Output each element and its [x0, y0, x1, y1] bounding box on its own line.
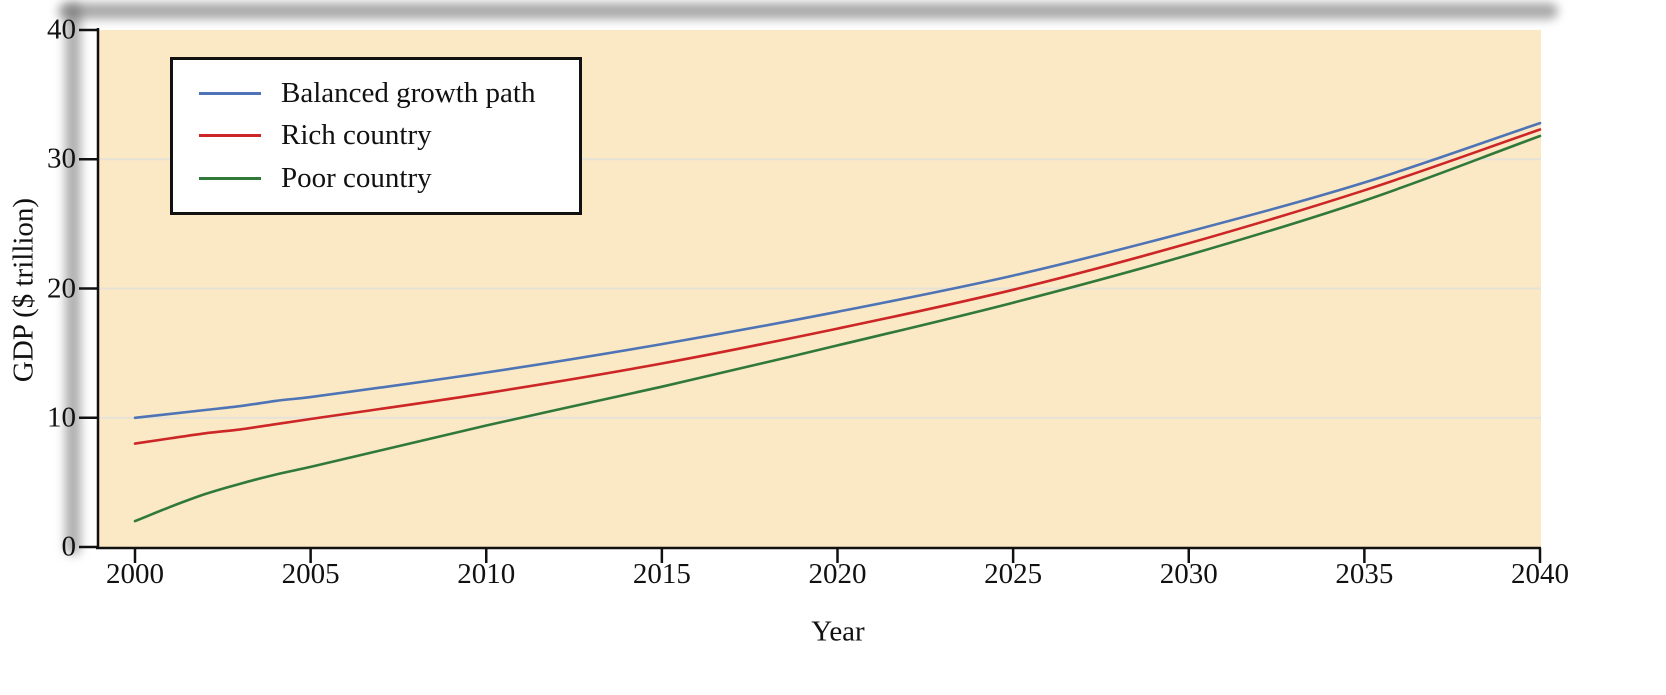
series-line-rich-country — [133, 128, 1542, 445]
legend: Balanced growth path Rich country Poor cou… — [170, 57, 582, 215]
legend-entry-balanced-growth-path: Balanced growth path — [199, 77, 559, 110]
x-tick-label-2035: 2035 — [1335, 558, 1394, 590]
y-tick-label-20: 20 — [47, 272, 76, 304]
y-tick-label-0: 0 — [61, 530, 77, 563]
x-axis-title: Year — [811, 615, 865, 648]
legend-line-swatch-rich-country — [199, 134, 261, 138]
y-tick-label-10: 10 — [47, 401, 76, 434]
legend-entry-poor-country: Poor country — [199, 162, 559, 195]
x-tick-label-2025: 2025 — [984, 558, 1043, 590]
x-tick-label-2030: 2030 — [1159, 558, 1218, 590]
y-tick-label-40: 40 — [47, 13, 76, 46]
legend-label: Poor country — [281, 162, 432, 195]
x-tick-label-2010: 2010 — [457, 558, 516, 590]
x-tick-label-2020: 2020 — [808, 558, 867, 590]
x-tick-label-2005: 2005 — [281, 558, 340, 590]
x-tick-label-2015: 2015 — [632, 558, 691, 590]
legend-line-swatch-poor-country — [199, 177, 261, 181]
legend-label: Rich country — [281, 119, 432, 152]
legend-line-swatch-balanced-growth-path — [199, 91, 261, 95]
y-tick-label-30: 30 — [47, 142, 76, 175]
panel-shadow-top — [58, 3, 1558, 19]
series-line-poor-country — [133, 134, 1542, 523]
y-axis-title: GDP ($ trillion) — [7, 197, 40, 383]
panel-shadow-left — [65, 3, 81, 555]
legend-label: Balanced growth path — [281, 76, 536, 109]
series-line-balanced-growth-path — [133, 121, 1542, 420]
x-tick-label-2040: 2040 — [1511, 558, 1569, 590]
x-tick-label-2000: 2000 — [106, 558, 164, 590]
legend-entry-rich-country: Rich country — [199, 119, 559, 152]
